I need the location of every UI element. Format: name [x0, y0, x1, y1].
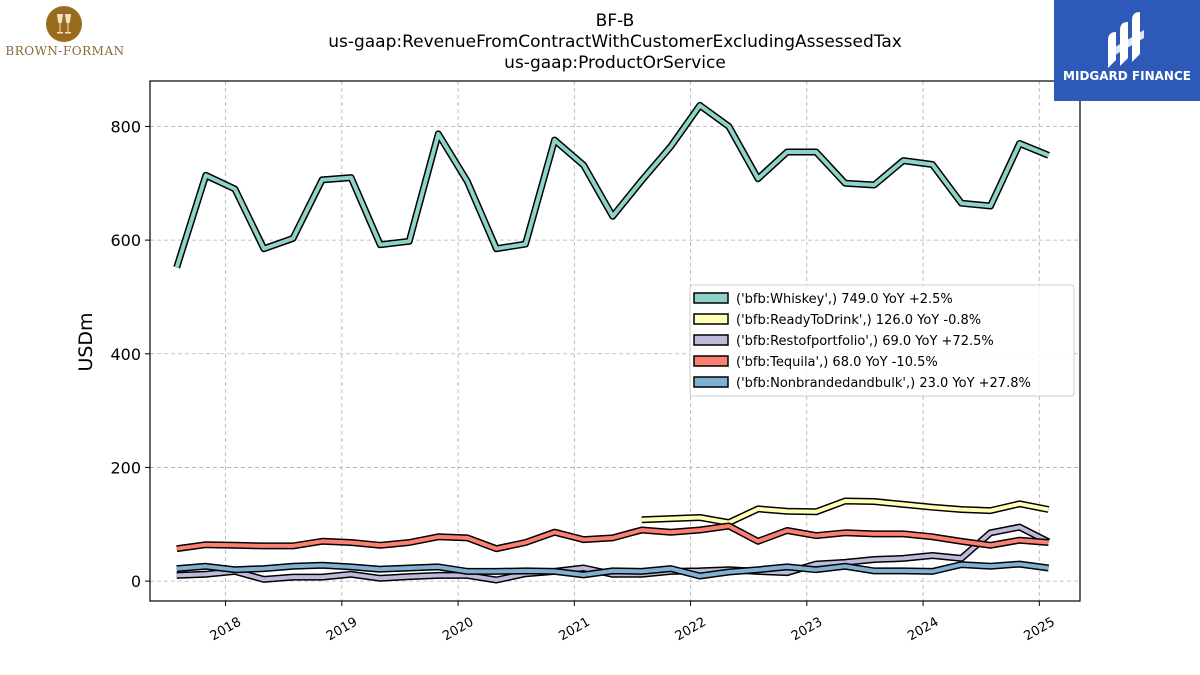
y-tick-label: 600: [110, 231, 141, 250]
legend-entry: ('bfb:Restofportfolio',) 69.0 YoY +72.5%: [736, 334, 994, 349]
legend-swatch: [693, 355, 729, 367]
y-axis: 0 200 400 600 800: [110, 117, 150, 591]
midgard-finance-logo: MIDGARD FINANCE: [1054, 0, 1200, 101]
series-line-1: [641, 497, 1050, 527]
chart-title-concept: us-gaap:RevenueFromContractWithCustomerE…: [328, 32, 902, 52]
chart-title-ticker: BF-B: [595, 11, 635, 31]
y-axis-label: USDm: [75, 312, 97, 371]
glasses-seal-icon: [46, 6, 82, 42]
chart-title-axis: us-gaap:ProductOrService: [504, 53, 726, 73]
series-line-outline: [173, 101, 1050, 269]
series-lines: [173, 101, 1051, 584]
series-line-stroke: [176, 524, 1049, 551]
brown-forman-logo: BROWN-FORMAN: [4, 4, 124, 64]
legend-entry: ('bfb:Tequila',) 68.0 YoY -10.5%: [736, 355, 938, 370]
legend: ('bfb:Whiskey',) 749.0 YoY +2.5% ('bfb:Re…: [689, 284, 1075, 397]
y-tick-label: 0: [131, 572, 141, 591]
series-line-4: [176, 560, 1050, 580]
legend-entry: ('bfb:ReadyToDrink',) 126.0 YoY -0.8%: [736, 313, 981, 328]
series-line-stroke: [174, 103, 1050, 269]
legend-entry: ('bfb:Whiskey',) 749.0 YoY +2.5%: [736, 292, 953, 307]
midgard-finance-wordmark: MIDGARD FINANCE: [1063, 69, 1191, 83]
legend-swatch: [693, 334, 729, 346]
x-tick-label: 2025: [1021, 615, 1057, 645]
series-line-3: [176, 522, 1049, 553]
x-tick-label: 2018: [208, 615, 244, 645]
y-tick-label: 200: [110, 458, 141, 477]
x-tick-label: 2021: [556, 615, 592, 645]
plot-frame: [149, 80, 1081, 602]
x-tick-label: 2020: [440, 615, 476, 645]
x-tick-label: 2023: [789, 615, 825, 645]
x-tick-label: 2019: [324, 615, 360, 645]
legend-entry: ('bfb:Nonbrandedandbulk',) 23.0 YoY +27.…: [736, 376, 1031, 391]
series-line-stroke: [641, 499, 1049, 525]
legend-box: [689, 284, 1075, 397]
brown-forman-wordmark: BROWN-FORMAN: [5, 44, 125, 58]
midgard-mark-icon: [1102, 10, 1152, 72]
y-tick-label: 800: [110, 117, 141, 136]
x-tick-label: 2024: [905, 615, 941, 645]
y-tick-label: 400: [110, 345, 141, 364]
legend-swatch: [693, 313, 729, 325]
x-tick-label: 2022: [673, 615, 709, 645]
legend-swatch: [693, 376, 729, 388]
x-axis: 2018 2019 2020 2021 2022 2023 2024 2025: [208, 601, 1058, 644]
series-line-stroke: [176, 562, 1049, 578]
legend-swatch: [693, 292, 729, 304]
series-line-0: [173, 101, 1050, 269]
